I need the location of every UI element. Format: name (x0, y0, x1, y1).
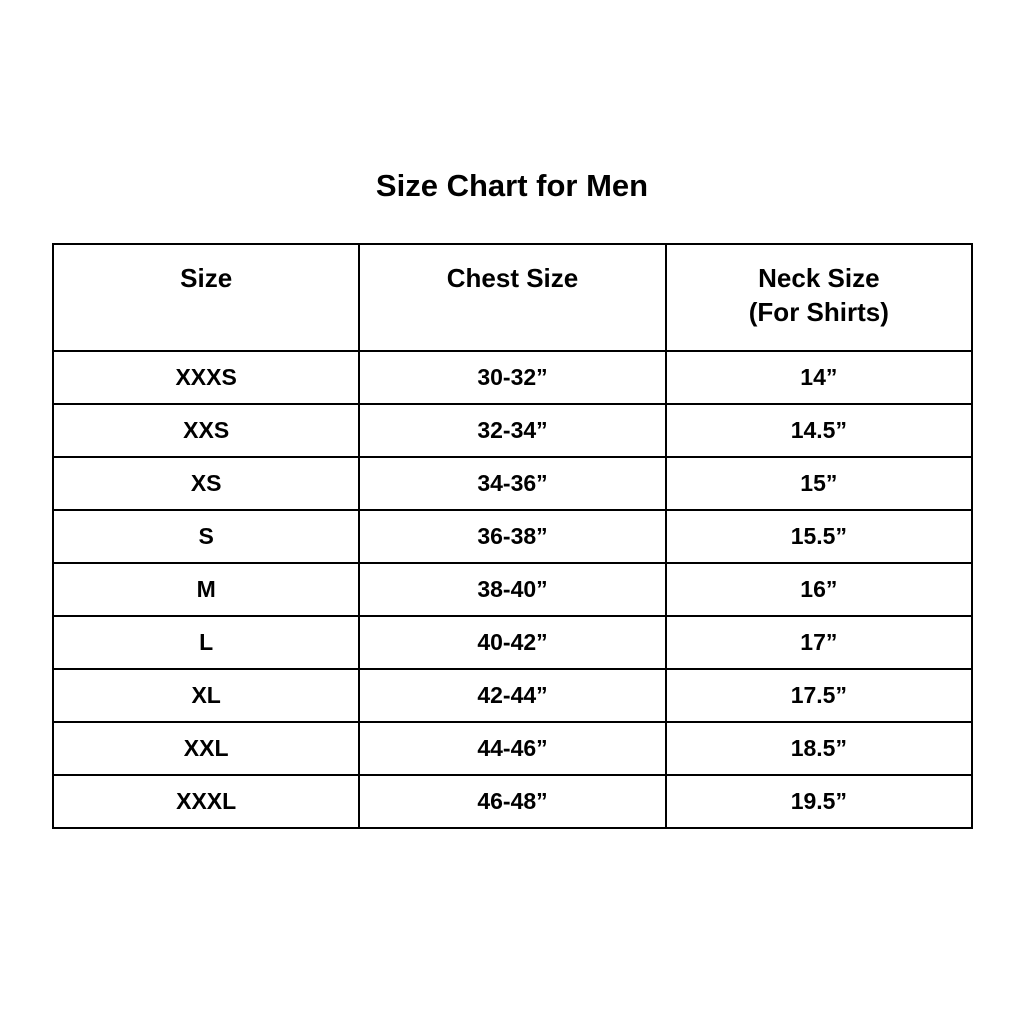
chest-size-cell: 38-40” (358, 562, 667, 617)
neck-size-cell: 19.5” (664, 774, 974, 829)
page-title: Size Chart for Men (375, 168, 649, 203)
size-cell: M (51, 562, 361, 617)
size-cell: XXXL (51, 774, 361, 829)
column-header-line1: Chest Size (446, 263, 579, 293)
neck-size-cell: 15” (664, 456, 974, 511)
table-row: XL 42-44” 17.5” (51, 668, 974, 723)
table-row: L 40-42” 17” (51, 615, 974, 670)
chest-size-cell: 36-38” (358, 509, 667, 564)
chest-size-cell: 40-42” (358, 615, 667, 670)
size-cell: XXXS (51, 350, 361, 405)
table-row: XXL 44-46” 18.5” (51, 721, 974, 776)
table-row: XXXS 30-32” 14” (51, 350, 974, 405)
column-header: Neck Size (For Shirts) (664, 243, 974, 352)
neck-size-cell: 17” (664, 615, 974, 670)
neck-size-cell: 15.5” (664, 509, 974, 564)
column-header-line2: (For Shirts) (748, 297, 889, 327)
size-cell: XXL (51, 721, 361, 776)
column-header-line1: Size (180, 263, 233, 293)
size-cell: S (51, 509, 361, 564)
chest-size-cell: 44-46” (358, 721, 667, 776)
column-header: Size (51, 243, 361, 352)
neck-size-cell: 16” (664, 562, 974, 617)
table-header-row: Size Chest Size Neck Size (For Shirts) (51, 243, 974, 352)
chest-size-cell: 42-44” (358, 668, 667, 723)
chest-size-cell: 30-32” (358, 350, 667, 405)
chest-size-cell: 32-34” (358, 403, 667, 458)
table-row: S 36-38” 15.5” (51, 509, 974, 564)
table-row: XXXL 46-48” 19.5” (51, 774, 974, 829)
column-header-line1: Neck Size (758, 263, 880, 293)
neck-size-cell: 18.5” (664, 721, 974, 776)
size-cell: XS (51, 456, 361, 511)
neck-size-cell: 17.5” (664, 668, 974, 723)
chest-size-cell: 46-48” (358, 774, 667, 829)
size-cell: L (51, 615, 361, 670)
neck-size-cell: 14” (664, 350, 974, 405)
table-row: XS 34-36” 15” (51, 456, 974, 511)
column-header: Chest Size (358, 243, 667, 352)
size-chart-table: Size Chest Size Neck Size (For Shirts) XXXS… (51, 243, 974, 829)
size-cell: XL (51, 668, 361, 723)
size-cell: XXS (51, 403, 361, 458)
table-row: XXS 32-34” 14.5” (51, 403, 974, 458)
neck-size-cell: 14.5” (664, 403, 974, 458)
chest-size-cell: 34-36” (358, 456, 667, 511)
table-row: M 38-40” 16” (51, 562, 974, 617)
